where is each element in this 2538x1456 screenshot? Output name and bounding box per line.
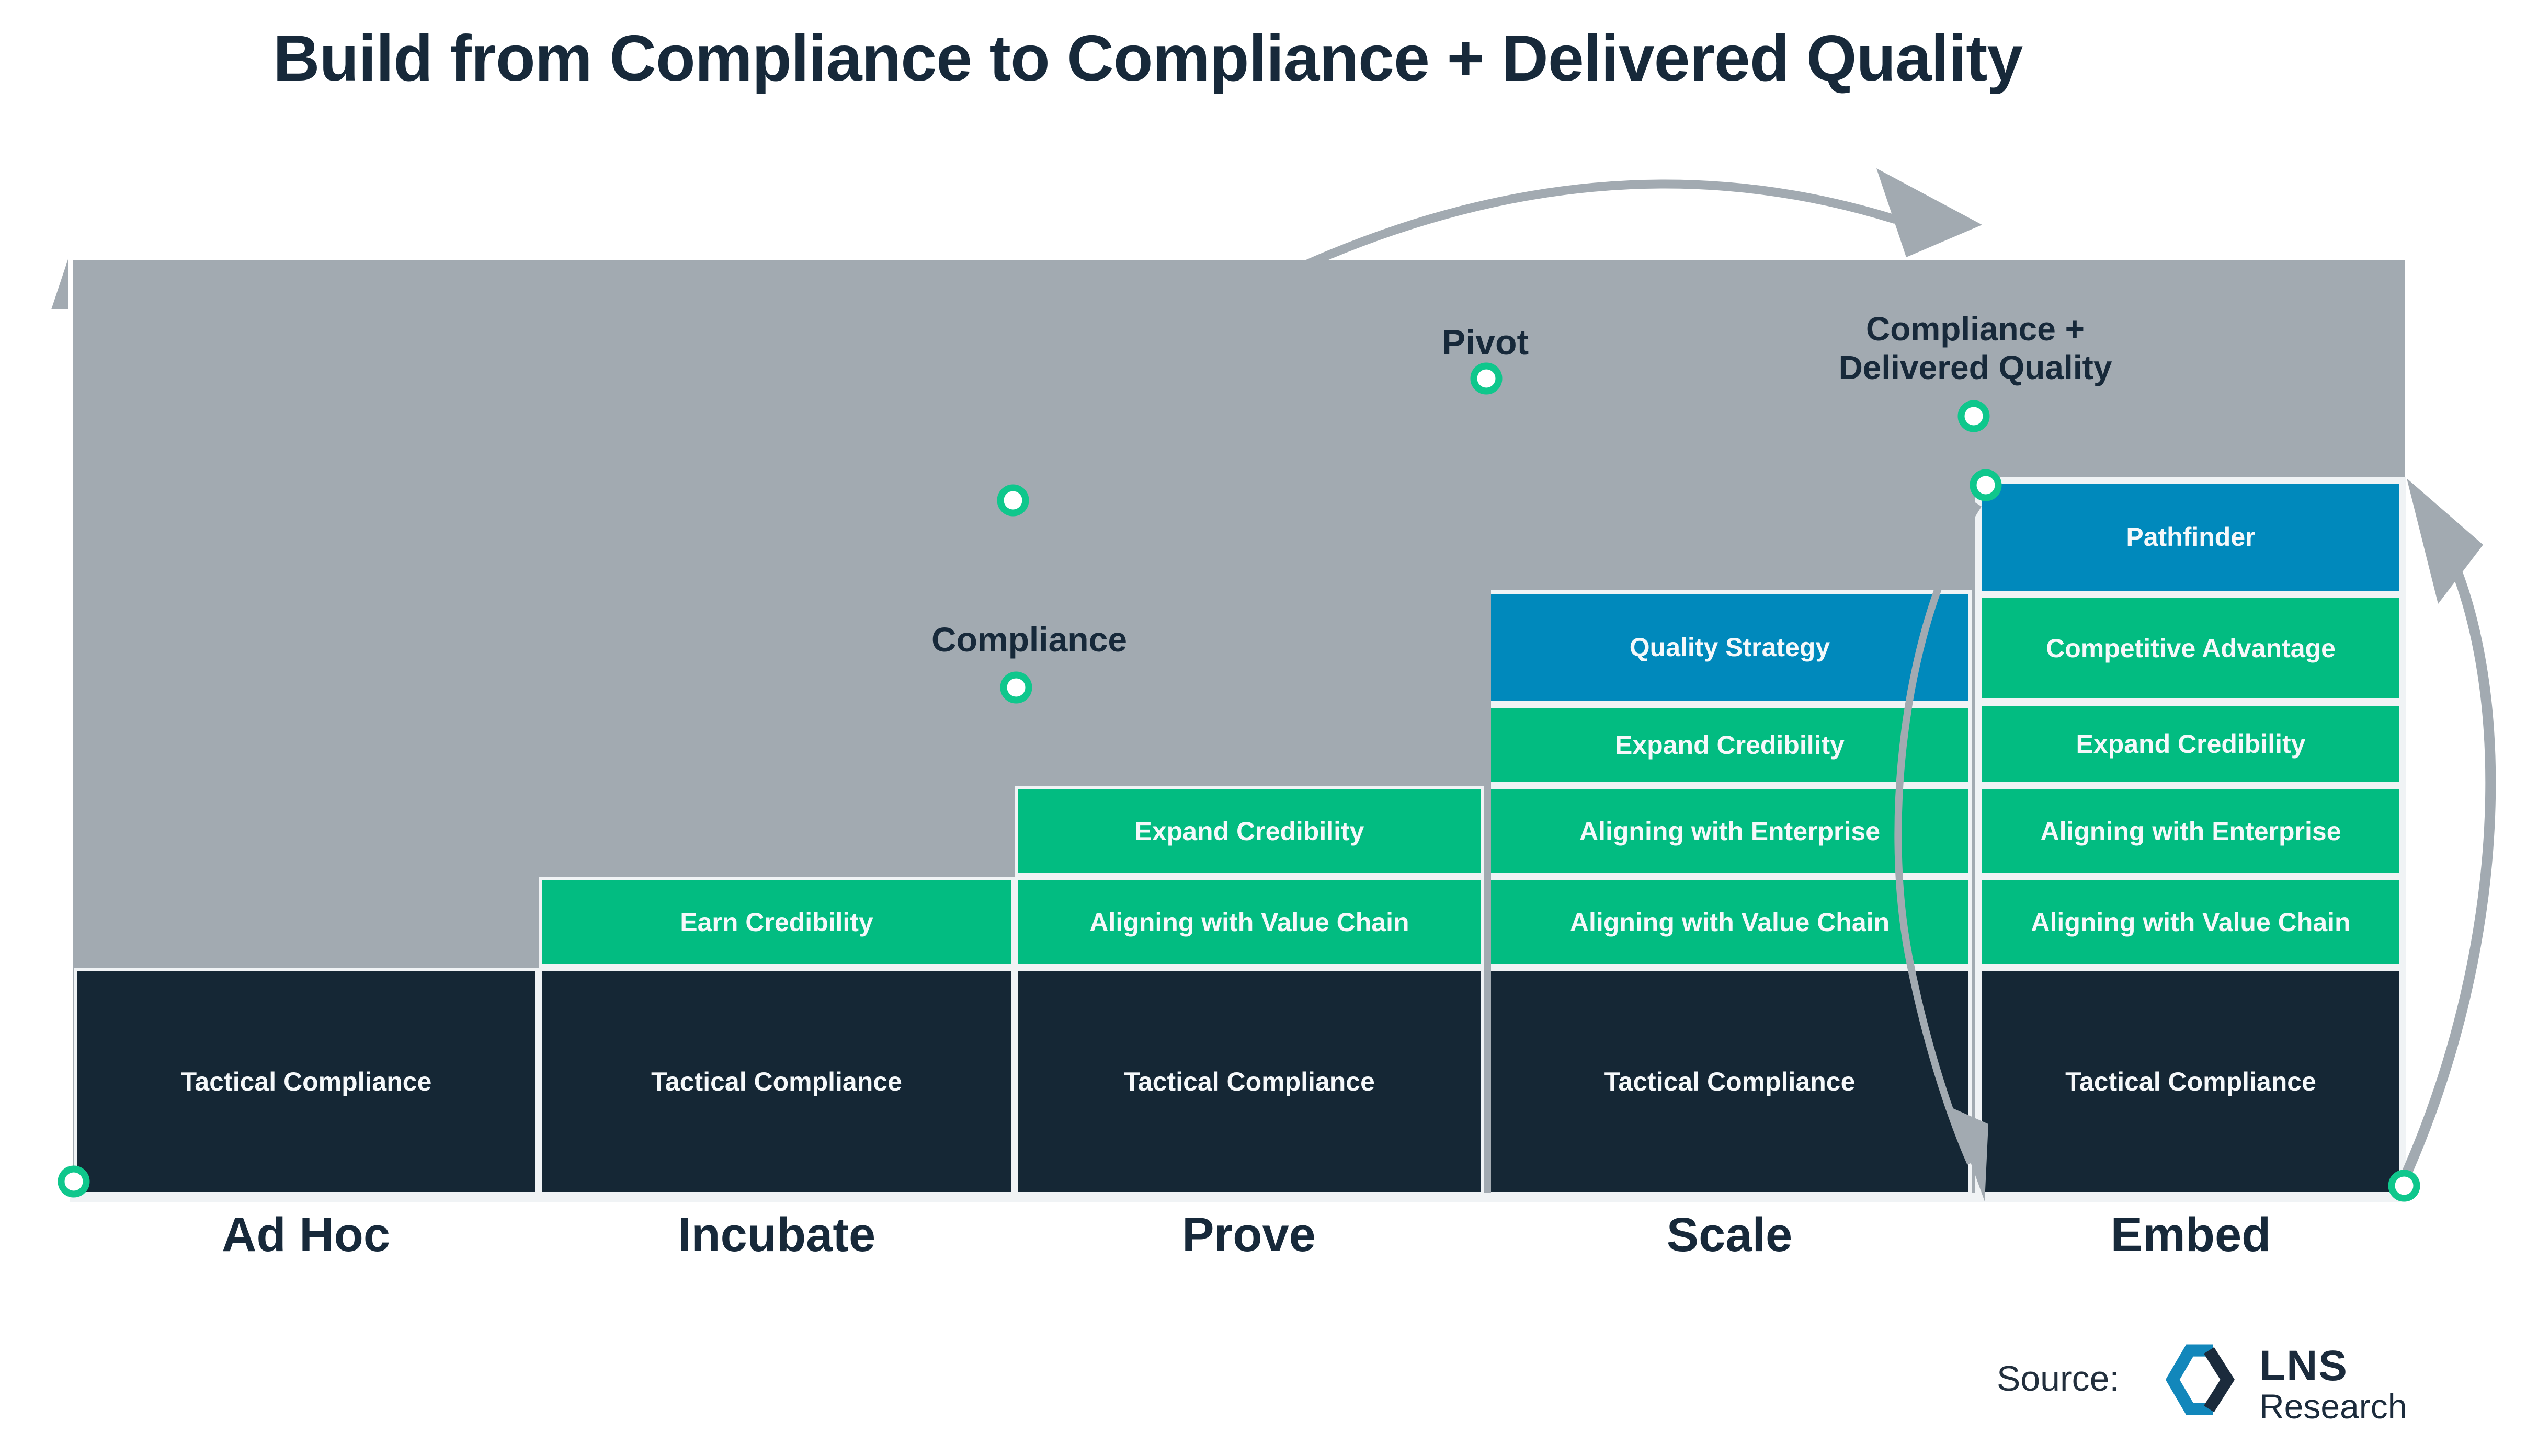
block-label: Tactical Compliance [2065,1067,2316,1096]
block-label: Expand Credibility [1615,730,1845,760]
stage-label-embed: Embed [2110,1208,2271,1262]
block-incubate-earn-credibility: Earn Credibility [539,877,1015,968]
block-prove-tactical-compliance: Tactical Compliance [1015,968,1484,1196]
source-label: Source: [1997,1359,2120,1398]
stage-label-scale: Scale [1666,1208,1793,1262]
block-incubate-tactical-compliance: Tactical Compliance [539,968,1015,1196]
block-label: Aligning with Value Chain [1569,907,1890,937]
block-label: Expand Credibility [2076,729,2306,759]
block-adhoc-tactical-compliance: Tactical Compliance [74,968,539,1196]
block-embed-pathfinder: Pathfinder [1978,480,2403,594]
baseline-strip [70,1193,2406,1202]
block-label: Tactical Compliance [1124,1067,1375,1096]
stage-label-prove: Prove [1182,1208,1316,1262]
annotation-pivot: Pivot [1441,323,1529,362]
page-title: Build from Compliance to Compliance + De… [273,22,2023,95]
block-label: Earn Credibility [680,907,873,937]
top-arc-arrow-icon [1305,168,1982,268]
block-scale-tactical-compliance: Tactical Compliance [1487,968,1972,1196]
annotation-line1: Compliance + [1866,310,2085,348]
annotation-compliance-delivered-quality: Compliance + Delivered Quality [1714,309,2237,387]
block-embed-aligning-value-chain: Aligning with Value Chain [1978,877,2403,968]
block-label: Quality Strategy [1629,633,1830,662]
pivot-divider-line [1484,261,1491,1193]
block-label: Aligning with Value Chain [2031,907,2351,937]
block-label: Competitive Advantage [2046,633,2336,663]
block-embed-aligning-enterprise: Aligning with Enterprise [1978,786,2403,877]
lns-research-logo-icon [2166,1344,2235,1415]
block-label: Aligning with Enterprise [1579,816,1881,846]
annotation-line2: Delivered Quality [1838,349,2112,387]
block-label: Tactical Compliance [1604,1067,1856,1096]
stage-label-incubate: Incubate [677,1208,876,1262]
block-embed-competitive-advantage: Competitive Advantage [1978,594,2403,702]
block-label: Pathfinder [2126,522,2256,552]
block-prove-expand-credibility: Expand Credibility [1015,786,1484,877]
block-label: Tactical Compliance [651,1067,902,1096]
block-label: Aligning with Value Chain [1089,907,1409,937]
block-scale-quality-strategy: Quality Strategy [1487,590,1972,705]
block-label: Tactical Compliance [180,1067,432,1096]
block-embed-expand-credibility: Expand Credibility [1978,702,2403,786]
annotation-compliance: Compliance [931,620,1128,659]
feedback-up-arrow-icon [2399,478,2496,1182]
block-scale-expand-credibility: Expand Credibility [1487,705,1972,786]
brand-name-bottom: Research [2259,1387,2407,1426]
block-embed-tactical-compliance: Tactical Compliance [1978,968,2403,1196]
block-label: Expand Credibility [1134,816,1364,846]
gray-area-corner-arrow-icon [51,259,68,309]
block-label: Aligning with Enterprise [2040,816,2341,846]
stage-label-ad-hoc: Ad Hoc [222,1208,390,1262]
brand-name-top: LNS [2259,1342,2348,1390]
block-scale-aligning-value-chain: Aligning with Value Chain [1487,877,1972,968]
block-scale-aligning-enterprise: Aligning with Enterprise [1487,786,1972,877]
block-prove-aligning-value-chain: Aligning with Value Chain [1015,877,1484,968]
